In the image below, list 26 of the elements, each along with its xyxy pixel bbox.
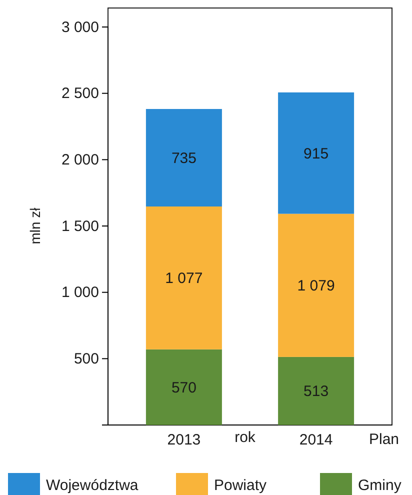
x-tick-label: 2014 <box>299 432 333 448</box>
text: 915 <box>304 145 329 162</box>
y-tick-label: 1 500 <box>61 218 99 235</box>
bar <box>146 206 222 350</box>
text: 735 <box>171 150 196 167</box>
text: 570 <box>171 379 196 396</box>
text: 1 077 <box>165 270 203 288</box>
bar <box>278 214 354 357</box>
y-tick-label: 3 000 <box>61 18 99 36</box>
legend-label: Gminy <box>358 477 402 494</box>
y-tick-label: 500 <box>74 350 99 368</box>
text: Plan <box>369 431 400 448</box>
legend-label: Powiaty <box>214 477 268 494</box>
bar <box>278 356 354 425</box>
bar <box>146 349 222 425</box>
text: 513 <box>304 383 329 400</box>
text: 1 079 <box>297 278 335 295</box>
x-axis-title: rok <box>234 429 256 446</box>
bar <box>146 108 222 206</box>
bar <box>278 92 354 214</box>
x-tick-label: 2013 <box>167 432 201 448</box>
y-tick-label: 2 500 <box>61 85 99 102</box>
y-tick-label: 2 000 <box>61 151 99 168</box>
legend-label: Województwa <box>46 477 139 494</box>
y-axis-title: mln zł <box>27 206 43 244</box>
y-tick-label: 1 000 <box>61 284 99 302</box>
